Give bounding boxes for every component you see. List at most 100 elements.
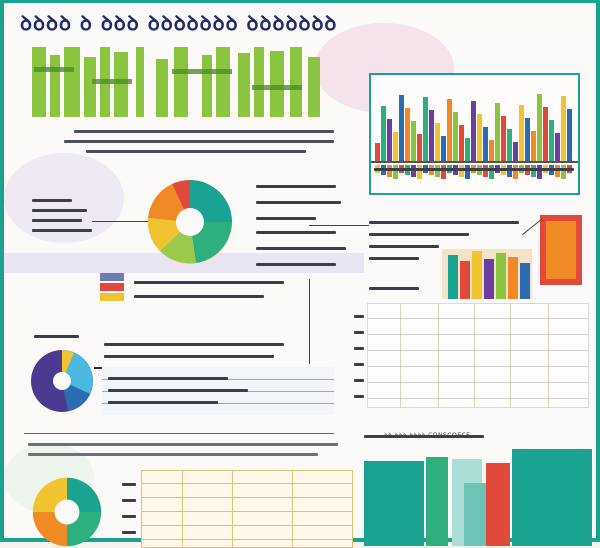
bar-mark [387,119,392,161]
bg-wash [4,153,124,243]
text-line [134,295,264,298]
table-side-label [122,515,136,518]
table-side-label [354,347,364,350]
legend-line [32,209,87,212]
bar-chart-bottom [364,449,592,546]
legend-line [34,335,79,338]
text-line [369,221,519,224]
table-side-label [122,499,136,502]
legend-line [32,219,82,222]
text-line [256,263,336,266]
bar-mark [555,165,560,177]
bar-mark [489,165,494,179]
bar-mark [561,165,566,179]
bar-mark [417,165,422,179]
table-side-label [122,531,136,534]
text-line [256,231,336,234]
table-side-label [354,363,364,366]
text-line [256,201,341,204]
bar-mark [441,165,446,179]
text-line [74,130,334,133]
text-line [369,257,419,260]
text-line [374,168,574,171]
bar-mark [495,103,500,161]
table-side-label [354,315,364,318]
bar-mark [435,165,440,177]
bar-mark [429,110,434,161]
bar-mark [435,123,440,161]
bar-chart-top [371,94,578,179]
text-line [104,355,274,358]
bar-mark [453,112,458,161]
text-line [369,233,469,236]
bar-mark [459,165,464,177]
bar-mark [561,96,566,161]
bar-mark [375,143,380,161]
bar-mark [513,165,518,179]
bar-mark [393,165,398,179]
text-line [108,389,248,392]
bar-mark [483,165,488,177]
bar-mark [423,97,428,161]
text-line [369,245,439,248]
bar-mark [507,165,512,177]
bar-mark [411,121,416,161]
text-line [28,453,318,456]
text-line [364,435,484,438]
bar-mark [465,138,470,161]
pie-chart-mid [31,350,93,412]
table-side-label [354,395,364,398]
text-line [28,443,338,446]
bar-mark [381,106,386,161]
bar-mark [387,165,392,177]
bar-mark [567,109,572,161]
bar-mark [513,142,518,161]
text-line [369,287,419,290]
bar-mark [519,105,524,161]
bar-mark [501,116,506,161]
bar-mark [417,134,422,161]
data-table-right [367,303,589,408]
text-line [256,185,336,188]
page-title: ꝺꝺꝺ⁠ꝺ ꝺ ꝺꝺꝺ ꝺꝺꝺꝺꝺꝺꝺ ꝺꝺꝺꝺꝺꝺꝺ [20,11,338,35]
bar-chart-panel-top [369,73,580,195]
table-side-label [354,331,364,334]
title-banner [32,47,320,117]
connector-line [92,221,148,222]
bar-mark [489,140,494,161]
bar-mark [531,165,536,177]
table-side-label [354,379,364,382]
text-line [104,343,284,346]
text-line [256,217,316,220]
data-table-bottom [141,470,353,548]
divider-line [24,433,334,434]
bar-mark [393,132,398,161]
bar-mark [483,127,488,161]
bar-mark [543,107,548,161]
bar-mark [447,99,452,161]
bar-mark [411,165,416,177]
bar-mark [405,108,410,161]
mini-legend-blocks [100,273,124,301]
text-line [108,377,228,380]
bar-mark [531,131,536,161]
bar-mark [465,165,470,179]
bar-mark [477,114,482,161]
legend-line [32,199,72,202]
text-line [134,281,284,284]
text-line [86,150,306,153]
connector-line [309,279,310,364]
bar-mark [549,120,554,161]
bottom-right-caption: ꝺꝺ ꝺꝺꝺ ꝺꝺꝺꝺ CONSCOECE [384,432,471,439]
pie-chart-top [147,179,232,264]
bar-mark [507,129,512,161]
bar-mark [399,95,404,161]
bar-mark [471,101,476,161]
donut-chart-bottom [32,477,102,547]
text-line [64,140,334,143]
connector-line [309,225,369,226]
bar-mark [525,118,530,161]
bar-mark [537,94,542,161]
bar-mark [537,165,542,179]
